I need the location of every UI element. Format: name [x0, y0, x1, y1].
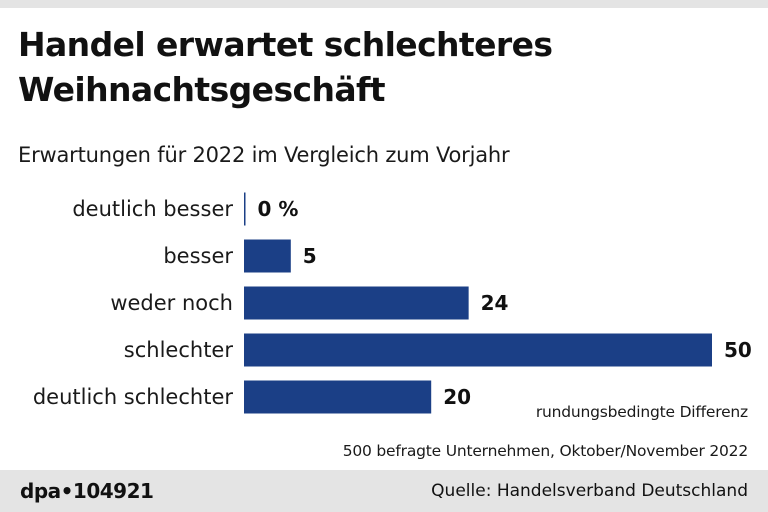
sample-note: 500 befragte Unternehmen, Oktober/Novemb…: [342, 442, 748, 460]
rounding-note: rundungsbedingte Differenz: [535, 403, 748, 421]
footer-bar: dpa•104921 Quelle: Handelsverband Deutsc…: [0, 470, 768, 512]
bar: [244, 239, 291, 273]
bar: [244, 380, 432, 414]
chart-title-line2: Weihnachtsgeschäft: [18, 70, 386, 109]
value-label: 0 %: [258, 197, 299, 221]
source-credit: Quelle: Handelsverband Deutschland: [431, 481, 748, 501]
category-label: schlechter: [124, 338, 234, 362]
chart-title: Handel erwartet schlechteres Weihnachtsg…: [18, 22, 748, 112]
category-label: besser: [163, 244, 233, 268]
value-label: 50: [724, 338, 752, 362]
chart-title-line1: Handel erwartet schlechteres: [18, 25, 553, 64]
category-label: deutlich besser: [72, 197, 233, 221]
bar: [244, 333, 712, 367]
value-label: 20: [443, 385, 471, 409]
bar: [244, 192, 246, 226]
category-label: deutlich schlechter: [33, 385, 234, 409]
value-label: 24: [481, 291, 509, 315]
top-rule: [0, 0, 768, 8]
bar-chart: deutlich besser 0 % besser 5 weder noch 24 sch…: [33, 192, 752, 414]
category-label: weder noch: [110, 291, 233, 315]
agency-logo: dpa•104921: [20, 479, 154, 503]
bar: [244, 286, 469, 320]
chart-subtitle: Erwartungen für 2022 im Vergleich zum Vo…: [18, 143, 510, 167]
value-label: 5: [303, 244, 317, 268]
